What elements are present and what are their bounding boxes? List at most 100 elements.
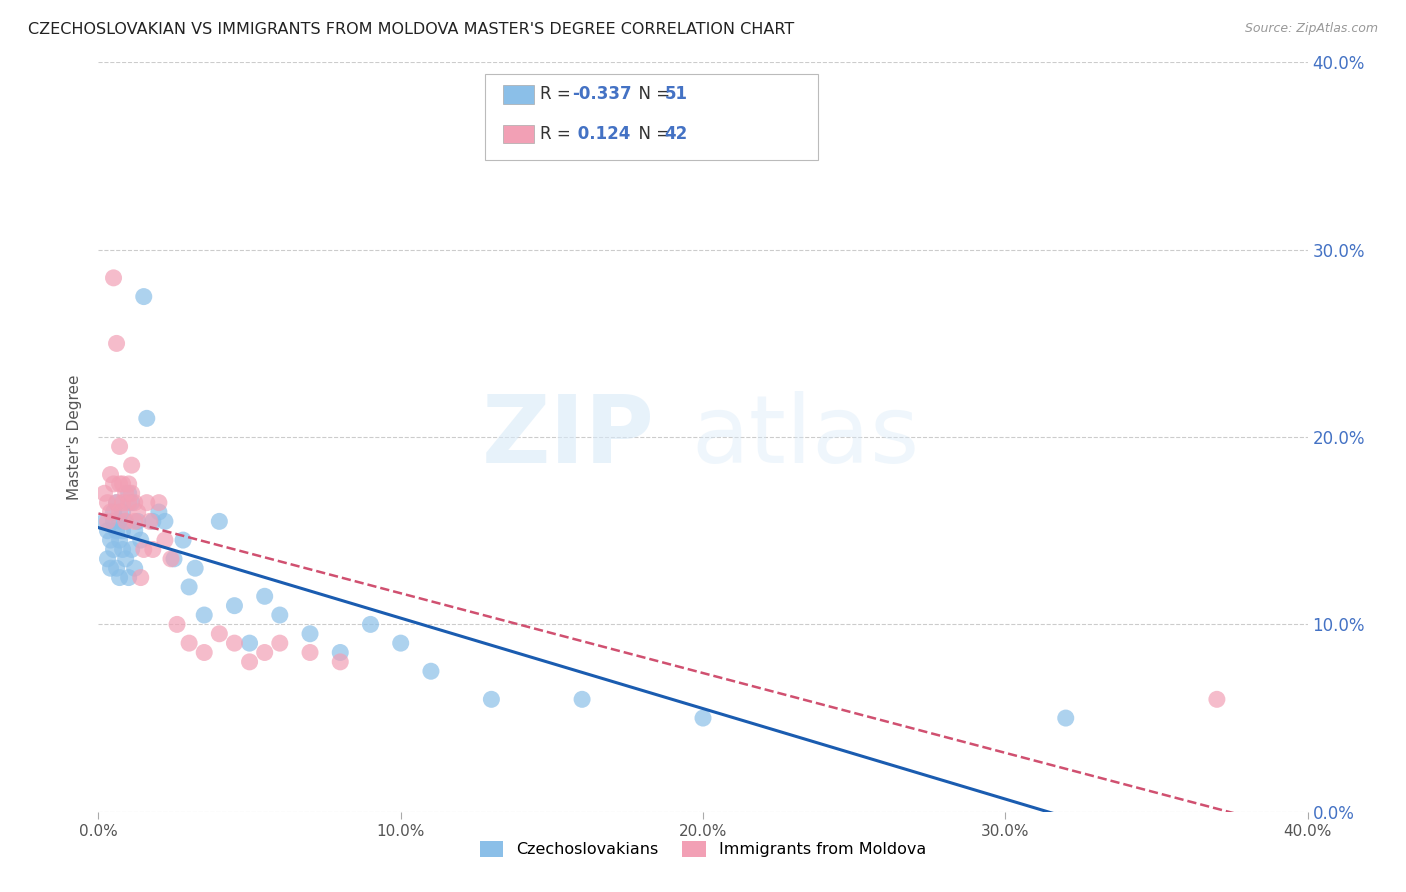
Point — [105, 524, 128, 538]
Point — [148, 496, 170, 510]
Point — [108, 571, 131, 585]
Point — [239, 655, 262, 669]
Point — [108, 476, 131, 491]
Y-axis label: Master's Degree: Master's Degree — [67, 375, 83, 500]
Point — [114, 486, 136, 500]
Point — [208, 626, 231, 640]
Point — [160, 551, 183, 566]
Point — [1206, 692, 1229, 706]
Point — [124, 561, 146, 575]
Point — [111, 476, 134, 491]
Point — [96, 514, 118, 528]
Point — [166, 617, 188, 632]
Point — [481, 692, 503, 706]
Point — [93, 486, 115, 500]
Point — [253, 646, 276, 660]
Point — [105, 336, 128, 351]
Point — [179, 636, 201, 650]
Point — [103, 542, 125, 557]
Point — [142, 542, 165, 557]
Point — [100, 533, 122, 547]
Point — [571, 692, 593, 706]
Point — [132, 289, 155, 303]
Point — [103, 476, 125, 491]
Point — [692, 711, 714, 725]
Point — [389, 636, 412, 650]
Point — [103, 505, 125, 519]
Point — [93, 514, 115, 528]
FancyBboxPatch shape — [485, 74, 818, 160]
Point — [108, 514, 131, 528]
Text: R =: R = — [540, 125, 576, 143]
Point — [111, 496, 134, 510]
Point — [108, 533, 131, 547]
Point — [105, 496, 128, 510]
Point — [103, 271, 125, 285]
Point — [100, 467, 122, 482]
Point — [124, 514, 146, 528]
Point — [111, 505, 134, 519]
Point — [253, 590, 276, 604]
Point — [153, 514, 176, 528]
Point — [239, 636, 262, 650]
Point — [118, 476, 141, 491]
Text: CZECHOSLOVAKIAN VS IMMIGRANTS FROM MOLDOVA MASTER'S DEGREE CORRELATION CHART: CZECHOSLOVAKIAN VS IMMIGRANTS FROM MOLDO… — [28, 22, 794, 37]
Point — [96, 551, 118, 566]
Text: N =: N = — [628, 125, 675, 143]
Point — [111, 524, 134, 538]
Point — [224, 636, 246, 650]
Point — [118, 486, 141, 500]
Point — [193, 646, 215, 660]
Point — [114, 551, 136, 566]
Text: atlas: atlas — [690, 391, 920, 483]
Point — [121, 496, 143, 510]
Point — [1054, 711, 1077, 725]
Text: 42: 42 — [664, 125, 688, 143]
Point — [100, 505, 122, 519]
Legend: Czechoslovakians, Immigrants from Moldova: Czechoslovakians, Immigrants from Moldov… — [474, 834, 932, 863]
Text: -0.337: -0.337 — [572, 86, 633, 103]
Point — [420, 664, 443, 679]
Point — [114, 514, 136, 528]
Point — [127, 505, 149, 519]
Point — [135, 496, 157, 510]
Point — [269, 608, 291, 623]
Point — [96, 524, 118, 538]
Point — [129, 571, 152, 585]
Point — [129, 533, 152, 547]
Point — [172, 533, 194, 547]
Text: Source: ZipAtlas.com: Source: ZipAtlas.com — [1244, 22, 1378, 36]
Point — [124, 524, 146, 538]
Text: 51: 51 — [664, 86, 688, 103]
Point — [208, 514, 231, 528]
Point — [96, 496, 118, 510]
Point — [148, 505, 170, 519]
Point — [184, 561, 207, 575]
Point — [139, 514, 162, 528]
Point — [329, 655, 352, 669]
Point — [118, 496, 141, 510]
Text: 0.124: 0.124 — [572, 125, 631, 143]
Point — [179, 580, 201, 594]
Point — [135, 411, 157, 425]
Point — [118, 571, 141, 585]
Point — [105, 561, 128, 575]
Point — [224, 599, 246, 613]
Text: N =: N = — [628, 86, 675, 103]
Point — [108, 440, 131, 453]
Point — [299, 626, 322, 640]
Text: ZIP: ZIP — [482, 391, 655, 483]
Point — [108, 505, 131, 519]
FancyBboxPatch shape — [503, 85, 534, 103]
Text: R =: R = — [540, 86, 576, 103]
Point — [142, 514, 165, 528]
Point — [163, 551, 186, 566]
Point — [105, 496, 128, 510]
Point — [153, 533, 176, 547]
Point — [111, 542, 134, 557]
Point — [121, 542, 143, 557]
Point — [360, 617, 382, 632]
Point — [103, 514, 125, 528]
Point — [100, 561, 122, 575]
Point — [124, 496, 146, 510]
